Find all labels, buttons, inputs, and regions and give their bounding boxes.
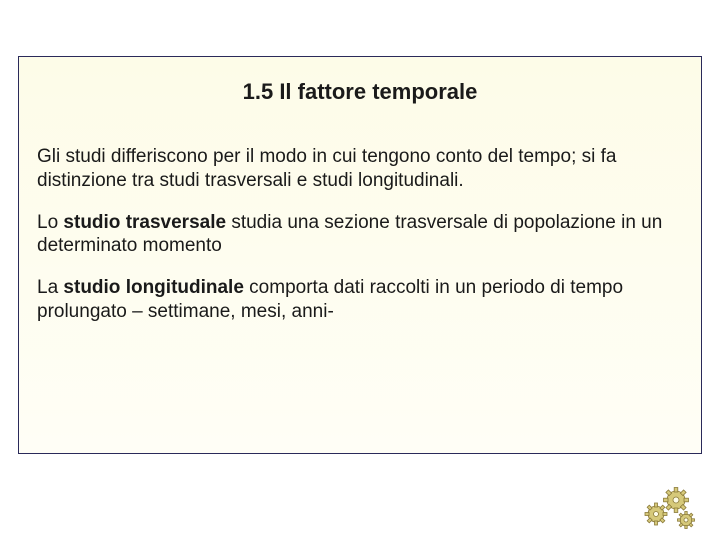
paragraph-3: La studio longitudinale comporta dati ra… [37, 276, 683, 324]
paragraph-2: Lo studio trasversale studia una sezione… [37, 211, 683, 259]
gears-icon [642, 486, 698, 530]
para3-bold: studio longitudinale [63, 277, 243, 298]
para2-pre: Lo [37, 212, 63, 233]
slide-title: 1.5 Il fattore temporale [97, 79, 623, 105]
para3-pre: La [37, 277, 63, 298]
slide-content-box: 1.5 Il fattore temporale Gli studi diffe… [18, 56, 702, 454]
paragraph-1: Gli studi differiscono per il modo in cu… [37, 145, 683, 193]
para2-bold: studio trasversale [63, 212, 226, 233]
